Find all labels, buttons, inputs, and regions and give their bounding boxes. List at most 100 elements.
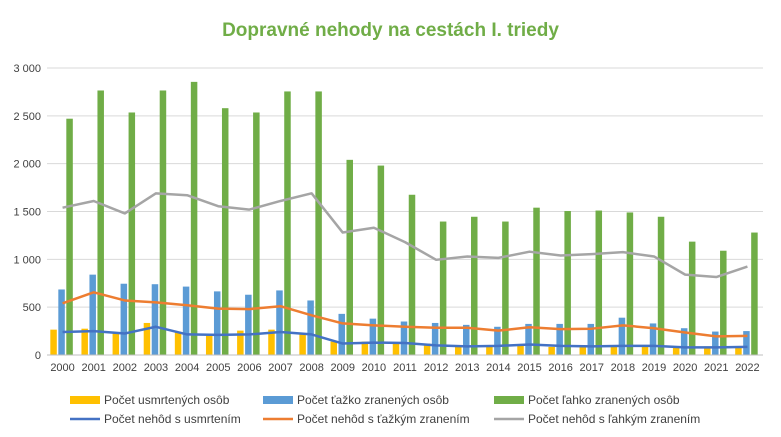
- x-tick-label: 2008: [299, 362, 323, 374]
- bar-Počet usmrtených osôb: [143, 322, 151, 355]
- bar-Počet ľahko zranených osôb: [377, 165, 385, 355]
- bar-Počet usmrtených osôb: [548, 346, 555, 355]
- bar-Počet usmrtených osôb: [704, 346, 711, 355]
- x-tick-label: 2011: [393, 362, 417, 374]
- bar-Počet ťažko zranených osôb: [213, 291, 221, 355]
- bar-Počet usmrtených osôb: [455, 345, 462, 355]
- x-tick-label: 2017: [580, 362, 604, 374]
- x-tick-label: 2005: [206, 362, 230, 374]
- x-tick-label: 2021: [704, 362, 728, 374]
- bar-Počet ľahko zranených osôb: [688, 241, 696, 355]
- bar-Počet usmrtených osôb: [112, 332, 120, 355]
- bar-Počet ľahko zranených osôb: [190, 81, 198, 355]
- x-tick-label: 2009: [330, 362, 354, 374]
- bar-Počet ľahko zranených osôb: [284, 91, 291, 356]
- bar-Počet ľahko zranených osôb: [533, 207, 540, 355]
- x-tick-label: 2004: [175, 362, 199, 374]
- bar-Počet usmrtených osôb: [641, 345, 649, 355]
- bar-Počet usmrtených osôb: [174, 332, 182, 355]
- x-tick-label: 2001: [81, 362, 105, 374]
- bar-Počet usmrtených osôb: [50, 329, 57, 355]
- legend-label: Počet nehôd s usmrtením: [104, 412, 241, 426]
- bar-Počet usmrtených osôb: [486, 345, 493, 355]
- bar-Počet ťažko zranených osôb: [58, 289, 65, 355]
- bar-Počet ľahko zranených osôb: [439, 221, 447, 355]
- bar-Počet ťažko zranených osôb: [525, 323, 532, 355]
- bar-Počet usmrtených osôb: [81, 328, 88, 355]
- bar-Počet usmrtených osôb: [423, 343, 431, 355]
- bar-Počet usmrtených osôb: [610, 346, 618, 355]
- bar-Počet ľahko zranených osôb: [346, 159, 353, 355]
- y-tick-label: 1 000: [13, 254, 41, 266]
- legend-swatch: [494, 396, 524, 404]
- bar-Počet ľahko zranených osôb: [315, 91, 322, 356]
- line-Počet nehôd s ťažkým zranením: [62, 291, 748, 338]
- bar-Počet ťažko zranených osôb: [400, 321, 408, 355]
- x-tick-label: 2002: [113, 362, 137, 374]
- bar-Počet ťažko zranených osôb: [338, 313, 345, 355]
- y-tick-label: 1 500: [13, 207, 41, 219]
- x-tick-label: 2016: [548, 362, 572, 374]
- bar-Počet ľahko zranených osôb: [66, 118, 73, 355]
- x-tick-label: 2015: [517, 362, 541, 374]
- x-tick-label: 2000: [50, 362, 74, 374]
- bar-Počet usmrtených osôb: [361, 341, 369, 355]
- x-tick-label: 2013: [455, 362, 479, 374]
- bar-Počet usmrtených osôb: [517, 344, 524, 355]
- x-tick-label: 2022: [735, 362, 759, 374]
- legend-label: Počet ťažko zranených osôb: [297, 393, 449, 407]
- bar-Počet ťažko zranených osôb: [463, 324, 470, 355]
- bar-Počet ľahko zranených osôb: [159, 90, 167, 356]
- y-tick-label: 0: [35, 350, 41, 362]
- bar-Počet usmrtených osôb: [299, 333, 306, 355]
- y-tick-label: 3 000: [13, 63, 41, 75]
- bar-Počet ľahko zranených osôb: [471, 216, 478, 355]
- bar-Počet ľahko zranených osôb: [564, 211, 571, 355]
- bar-Počet ľahko zranených osôb: [221, 108, 229, 356]
- legend-label: Počet usmrtených osôb: [104, 393, 230, 407]
- bar-Počet ťažko zranených osôb: [649, 323, 657, 355]
- bar-Počet ťažko zranených osôb: [712, 331, 719, 355]
- line-Počet nehôd s ľahkým zranením: [62, 192, 748, 279]
- bar-Počet usmrtených osôb: [237, 330, 244, 355]
- bar-Počet ľahko zranených osôb: [502, 221, 509, 355]
- legend-label: Počet ľahko zranených osôb: [528, 393, 680, 407]
- chart-title: Dopravné nehody na cestách I. triedy: [222, 20, 559, 41]
- bar-Počet usmrtených osôb: [672, 346, 680, 355]
- x-tick-label: 2003: [144, 362, 168, 374]
- bar-Počet usmrtených osôb: [579, 346, 587, 355]
- bar-Počet usmrtených osôb: [205, 334, 213, 355]
- bar-Počet usmrtených osôb: [330, 341, 337, 355]
- x-tick-label: 2018: [611, 362, 635, 374]
- bar-Počet ťažko zranených osôb: [680, 328, 688, 355]
- bar-Počet ľahko zranených osôb: [253, 112, 260, 355]
- bar-Počet ľahko zranených osôb: [128, 112, 136, 355]
- bar-Počet ľahko zranených osôb: [626, 212, 634, 355]
- bar-Počet ťažko zranených osôb: [182, 286, 190, 355]
- bar-Počet ťažko zranených osôb: [307, 300, 314, 355]
- x-tick-label: 2012: [424, 362, 448, 374]
- bar-Počet ťažko zranených osôb: [276, 290, 283, 355]
- y-tick-label: 500: [23, 302, 41, 314]
- y-tick-label: 2 000: [13, 159, 41, 171]
- x-tick-label: 2014: [486, 362, 510, 374]
- bar-Počet ľahko zranených osôb: [751, 232, 758, 355]
- legend-label: Počet nehôd s ľahkým zranením: [528, 412, 700, 426]
- bar-Počet ťažko zranených osôb: [369, 318, 377, 355]
- bar-Počet usmrtených osôb: [268, 329, 275, 355]
- bar-Počet ťažko zranených osôb: [587, 323, 595, 355]
- bar-Počet usmrtených osôb: [392, 342, 400, 355]
- bar-Počet ťažko zranených osôb: [556, 323, 563, 355]
- x-tick-label: 2010: [362, 362, 386, 374]
- bar-Počet ťažko zranených osôb: [151, 284, 159, 355]
- bar-Počet ťažko zranených osôb: [120, 283, 128, 355]
- bar-Počet ľahko zranených osôb: [595, 210, 603, 355]
- legend-swatch: [263, 396, 293, 404]
- bar-Počet ťažko zranených osôb: [743, 331, 750, 355]
- x-tick-label: 2020: [673, 362, 697, 374]
- bar-Počet ťažko zranených osôb: [245, 294, 252, 355]
- bar-Počet ľahko zranených osôb: [97, 90, 104, 356]
- bar-Počet ťažko zranených osôb: [89, 274, 96, 355]
